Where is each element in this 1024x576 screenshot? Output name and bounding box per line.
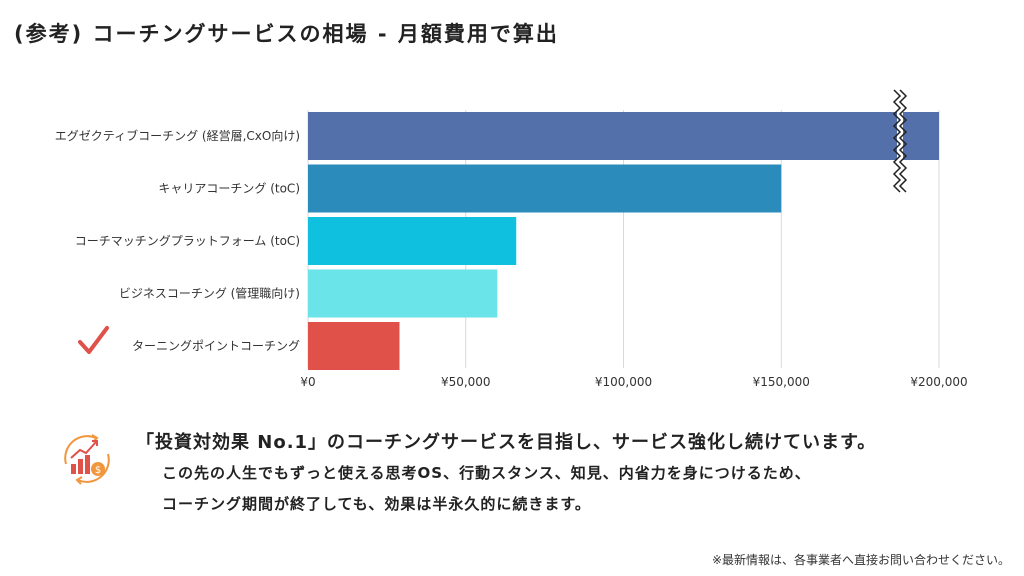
- bar: [308, 269, 498, 318]
- x-tick-label: ¥100,000: [595, 375, 652, 389]
- x-tick-label: ¥50,000: [441, 375, 491, 389]
- category-labels: エグゼクティブコーチング (経営層,CxO向け) キャリアコーチング (toC) コ…: [55, 128, 300, 353]
- category-label: ターニングポイントコーチング: [132, 339, 300, 353]
- svg-text:$: $: [95, 465, 101, 476]
- x-tick-label: ¥150,000: [753, 375, 810, 389]
- footnote: ※最新情報は、各事業者へ直接お問い合わせください。: [711, 553, 1010, 567]
- checkmark-icon: [78, 326, 109, 354]
- bars: [308, 112, 939, 370]
- axis-break-icon: [892, 89, 908, 193]
- category-label: コーチマッチングプラットフォーム (toC): [75, 234, 300, 248]
- bar-chart: エグゼクティブコーチング (経営層,CxO向け) キャリアコーチング (toC) コ…: [55, 89, 968, 389]
- x-tick-label: ¥0: [300, 375, 315, 389]
- page-title: (参考) コーチングサービスの相場 - 月額費用で算出: [14, 22, 559, 46]
- axis-break-gap: [897, 90, 903, 192]
- body-line-2: コーチング期間が終了しても、効果は半永久的に続きます。: [162, 495, 591, 513]
- bar: [308, 112, 939, 160]
- category-label: エグゼクティブコーチング (経営層,CxO向け): [55, 128, 300, 143]
- bar: [308, 164, 782, 213]
- x-tick-labels: ¥0 ¥50,000 ¥100,000 ¥150,000 ¥200,000: [300, 375, 967, 389]
- bar: [308, 217, 517, 265]
- category-label: ビジネスコーチング (管理職向け): [119, 286, 300, 301]
- category-label: キャリアコーチング (toC): [158, 182, 300, 196]
- headline: 「投資対効果 No.1」のコーチングサービスを目指し、サービス強化し続けています…: [136, 432, 877, 453]
- axis-break-line: [892, 89, 902, 193]
- growth-chart-coin-icon: $: [64, 434, 110, 485]
- x-tick-label: ¥200,000: [910, 375, 967, 389]
- axis-break-line: [898, 89, 908, 193]
- body-line-1: この先の人生でもずっと使える思考OS、行動スタンス、知見、内省力を身につけるため…: [162, 464, 811, 482]
- bar: [308, 322, 400, 370]
